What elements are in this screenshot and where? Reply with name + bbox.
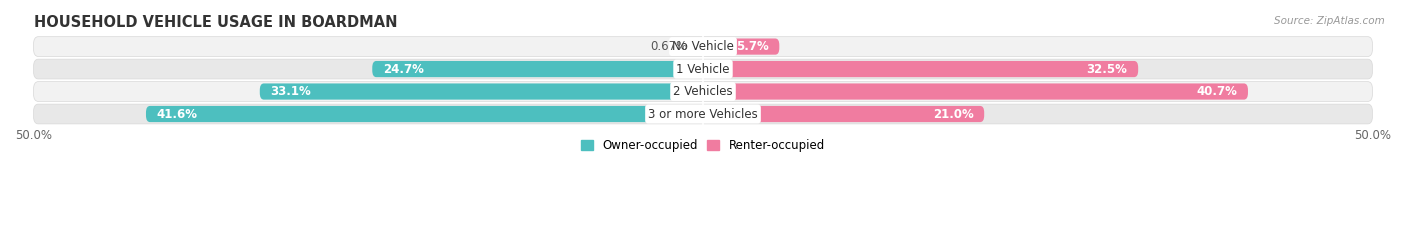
- FancyBboxPatch shape: [703, 106, 984, 122]
- Text: No Vehicle: No Vehicle: [672, 40, 734, 53]
- FancyBboxPatch shape: [34, 37, 1372, 56]
- Text: HOUSEHOLD VEHICLE USAGE IN BOARDMAN: HOUSEHOLD VEHICLE USAGE IN BOARDMAN: [34, 15, 396, 30]
- FancyBboxPatch shape: [260, 83, 703, 100]
- FancyBboxPatch shape: [34, 59, 1372, 79]
- Text: 2 Vehicles: 2 Vehicles: [673, 85, 733, 98]
- FancyBboxPatch shape: [703, 83, 1249, 100]
- Text: 40.7%: 40.7%: [1197, 85, 1237, 98]
- Legend: Owner-occupied, Renter-occupied: Owner-occupied, Renter-occupied: [576, 135, 830, 157]
- FancyBboxPatch shape: [695, 38, 703, 55]
- FancyBboxPatch shape: [34, 104, 1372, 124]
- Text: 32.5%: 32.5%: [1087, 62, 1128, 75]
- FancyBboxPatch shape: [703, 38, 779, 55]
- Text: 1 Vehicle: 1 Vehicle: [676, 62, 730, 75]
- Text: 24.7%: 24.7%: [382, 62, 423, 75]
- FancyBboxPatch shape: [34, 82, 1372, 101]
- FancyBboxPatch shape: [703, 61, 1139, 77]
- Text: 33.1%: 33.1%: [270, 85, 311, 98]
- Text: 5.7%: 5.7%: [735, 40, 769, 53]
- Text: 3 or more Vehicles: 3 or more Vehicles: [648, 107, 758, 120]
- Text: 41.6%: 41.6%: [156, 107, 198, 120]
- Text: Source: ZipAtlas.com: Source: ZipAtlas.com: [1274, 16, 1385, 26]
- Text: 21.0%: 21.0%: [932, 107, 973, 120]
- FancyBboxPatch shape: [373, 61, 703, 77]
- FancyBboxPatch shape: [146, 106, 703, 122]
- Text: 0.67%: 0.67%: [650, 40, 688, 53]
